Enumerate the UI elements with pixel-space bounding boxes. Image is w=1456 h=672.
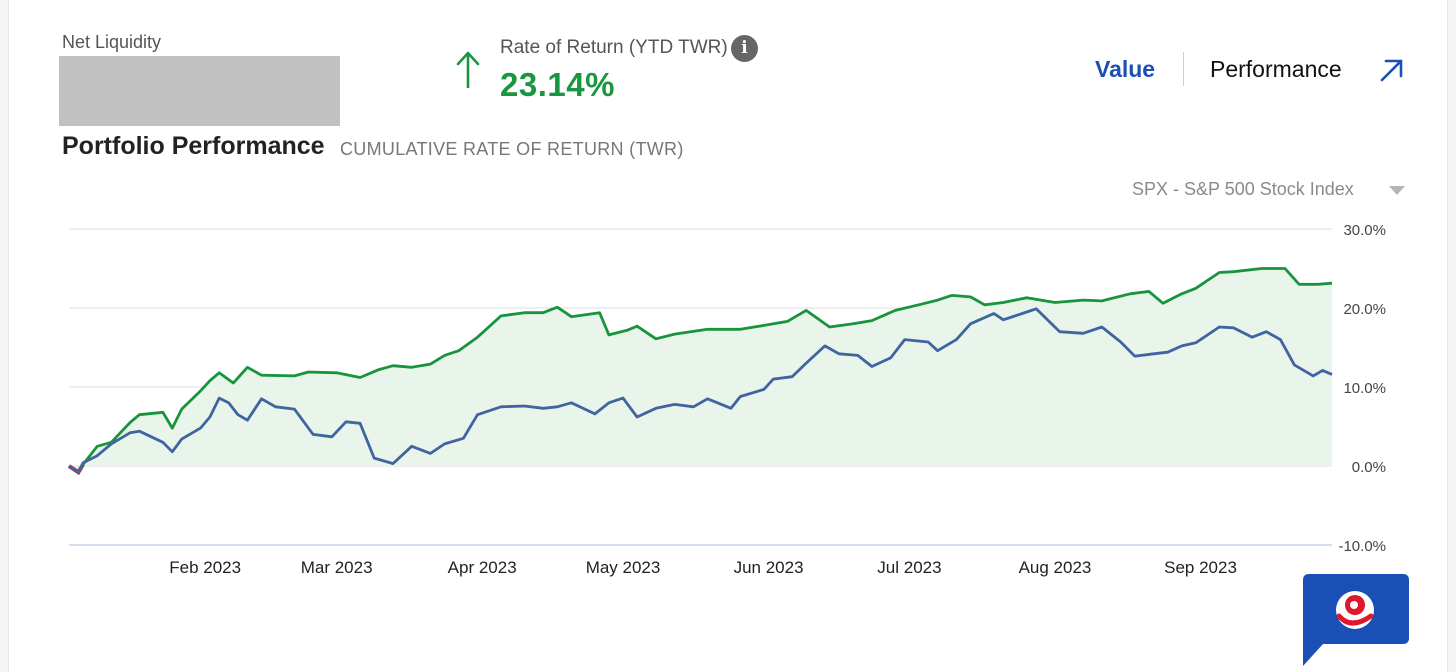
x-tick-label: May 2023 (586, 558, 661, 577)
x-tick-label: Jul 2023 (877, 558, 941, 577)
x-tick-label: Sep 2023 (1164, 558, 1237, 577)
y-tick-label: 10.0% (1343, 380, 1386, 397)
tab-value[interactable]: Value (1095, 56, 1156, 82)
portfolio-area-fill (69, 268, 1332, 473)
y-tick-label: 30.0% (1343, 222, 1386, 239)
y-tick-label: 20.0% (1343, 301, 1386, 318)
y-tick-label: -10.0% (1338, 538, 1386, 555)
rate-of-return-value: 23.14% (500, 66, 615, 103)
x-tick-label: Apr 2023 (448, 558, 517, 577)
chevron-down-icon[interactable] (1389, 186, 1405, 195)
brand-logo-icon (1336, 591, 1374, 629)
x-tick-label: Aug 2023 (1019, 558, 1092, 577)
portfolio-card: Net Liquidity Rate of Return (YTD TWR) i… (8, 0, 1448, 672)
benchmark-select[interactable]: SPX - S&P 500 Stock Index (1132, 179, 1354, 199)
x-tick-label: Mar 2023 (301, 558, 373, 577)
tab-performance[interactable]: Performance (1210, 56, 1342, 82)
x-tick-label: Jun 2023 (734, 558, 804, 577)
net-liquidity-label: Net Liquidity (62, 32, 162, 52)
portfolio-series-line (68, 267, 1333, 474)
arrow-up-icon (456, 51, 480, 88)
performance-chart: 30.0% 20.0% 10.0% 0.0% -10.0% Feb 2023 Mar 20… (67, 222, 1386, 577)
info-icon[interactable]: i (731, 35, 758, 62)
benchmark-series-line (68, 307, 1333, 474)
y-axis-ticks: 30.0% 20.0% 10.0% 0.0% -10.0% (1338, 222, 1386, 555)
chart-subtitle: CUMULATIVE RATE OF RETURN (TWR) (340, 139, 684, 159)
chart-title: Portfolio Performance (62, 132, 325, 160)
expand-arrow-icon[interactable] (1379, 57, 1405, 83)
net-liquidity-value-redacted (59, 56, 340, 126)
y-tick-label: 0.0% (1352, 459, 1386, 476)
x-axis-ticks: Feb 2023 Mar 2023 Apr 2023 May 2023 Jun 2023… (169, 558, 1237, 577)
rate-of-return-label: Rate of Return (YTD TWR) (500, 37, 728, 58)
x-tick-label: Feb 2023 (169, 558, 241, 577)
tab-divider (1183, 52, 1184, 86)
chat-support-button[interactable] (1299, 572, 1411, 668)
